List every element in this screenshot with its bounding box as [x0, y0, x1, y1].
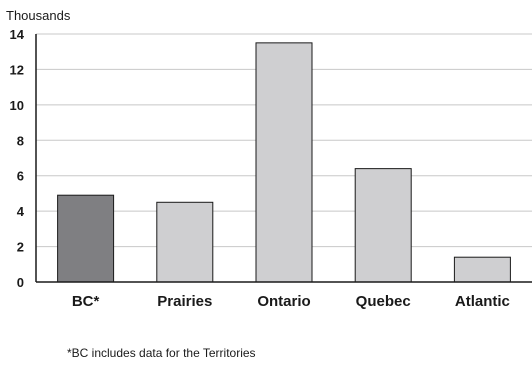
bar-quebec [354, 168, 412, 283]
y-tick-label: 10 [10, 98, 24, 113]
y-tick-label: 6 [17, 169, 24, 184]
footnote: *BC includes data for the Territories [67, 346, 256, 360]
x-axis-categories: BC* Prairies Ontario Quebec Atlantic [72, 293, 510, 310]
bar-bc [57, 194, 115, 283]
y-tick-label: 2 [17, 240, 24, 255]
bar-atlantic [453, 256, 511, 283]
bar-prairies [156, 201, 214, 283]
y-axis-ticks: 0 2 4 6 8 10 12 14 [10, 27, 25, 290]
y-axis-label: Thousands [6, 8, 71, 23]
x-category-label: Prairies [157, 293, 212, 310]
x-category-label: Atlantic [455, 293, 510, 310]
y-tick-label: 14 [10, 27, 25, 42]
y-tick-label: 0 [17, 275, 24, 290]
y-tick-label: 12 [10, 62, 24, 77]
y-tick-label: 8 [17, 133, 24, 148]
x-category-label: Ontario [257, 293, 310, 310]
bars [57, 42, 511, 283]
y-tick-label: 4 [17, 204, 25, 219]
x-category-label: Quebec [356, 293, 411, 310]
x-category-label: BC* [72, 293, 100, 310]
bar-ontario [255, 42, 313, 283]
